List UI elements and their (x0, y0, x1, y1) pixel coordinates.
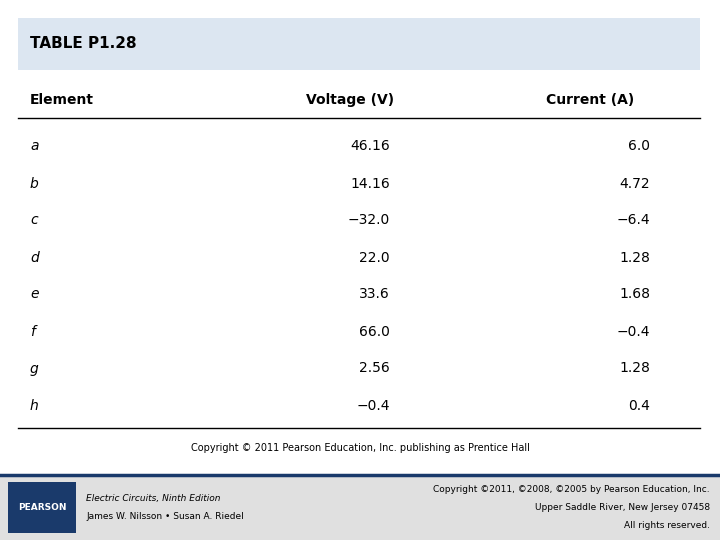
Text: 22.0: 22.0 (359, 251, 390, 265)
Text: 1.28: 1.28 (619, 251, 650, 265)
Text: 1.28: 1.28 (619, 361, 650, 375)
Text: 1.68: 1.68 (619, 287, 650, 301)
Text: 2.56: 2.56 (359, 361, 390, 375)
Text: Element: Element (30, 93, 94, 107)
Text: All rights reserved.: All rights reserved. (624, 521, 710, 530)
Text: −32.0: −32.0 (348, 213, 390, 227)
FancyBboxPatch shape (8, 482, 76, 533)
Text: 4.72: 4.72 (619, 177, 650, 191)
Text: James W. Nilsson • Susan A. Riedel: James W. Nilsson • Susan A. Riedel (86, 512, 244, 521)
Text: h: h (30, 399, 39, 413)
Text: 46.16: 46.16 (350, 139, 390, 153)
Text: Upper Saddle River, New Jersey 07458: Upper Saddle River, New Jersey 07458 (535, 503, 710, 512)
Text: 0.4: 0.4 (628, 399, 650, 413)
Text: −0.4: −0.4 (356, 399, 390, 413)
Text: TABLE P1.28: TABLE P1.28 (30, 37, 137, 51)
Text: 14.16: 14.16 (350, 177, 390, 191)
Text: a: a (30, 139, 38, 153)
Text: 6.0: 6.0 (628, 139, 650, 153)
Text: e: e (30, 287, 38, 301)
FancyBboxPatch shape (0, 475, 720, 540)
Text: c: c (30, 213, 37, 227)
Text: −0.4: −0.4 (616, 325, 650, 339)
Text: d: d (30, 251, 39, 265)
Text: 33.6: 33.6 (359, 287, 390, 301)
Text: Copyright © 2011 Pearson Education, Inc. publishing as Prentice Hall: Copyright © 2011 Pearson Education, Inc.… (191, 443, 529, 453)
Text: Current (A): Current (A) (546, 93, 634, 107)
Text: Voltage (V): Voltage (V) (306, 93, 394, 107)
Text: −6.4: −6.4 (616, 213, 650, 227)
Text: PEARSON: PEARSON (18, 503, 66, 512)
Text: 66.0: 66.0 (359, 325, 390, 339)
Text: g: g (30, 361, 39, 375)
Text: Copyright ©2011, ©2008, ©2005 by Pearson Education, Inc.: Copyright ©2011, ©2008, ©2005 by Pearson… (433, 485, 710, 494)
Text: b: b (30, 177, 39, 191)
FancyBboxPatch shape (18, 18, 700, 70)
Text: f: f (30, 325, 35, 339)
Text: Electric Circuits, Ninth Edition: Electric Circuits, Ninth Edition (86, 494, 220, 503)
